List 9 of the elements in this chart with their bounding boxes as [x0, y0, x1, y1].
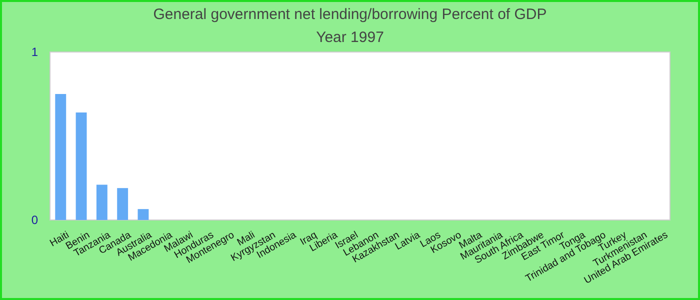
bar — [55, 94, 66, 220]
y-tick-label: 1 — [31, 44, 38, 59]
bar — [117, 188, 128, 220]
bar — [138, 209, 149, 220]
chart-subtitle: Year 1997 — [316, 29, 384, 46]
bar — [96, 184, 108, 220]
bar — [76, 112, 87, 220]
y-tick-label: 0 — [31, 212, 38, 227]
chart-title: General government net lending/borrowing Percent of GDP — [153, 6, 547, 23]
